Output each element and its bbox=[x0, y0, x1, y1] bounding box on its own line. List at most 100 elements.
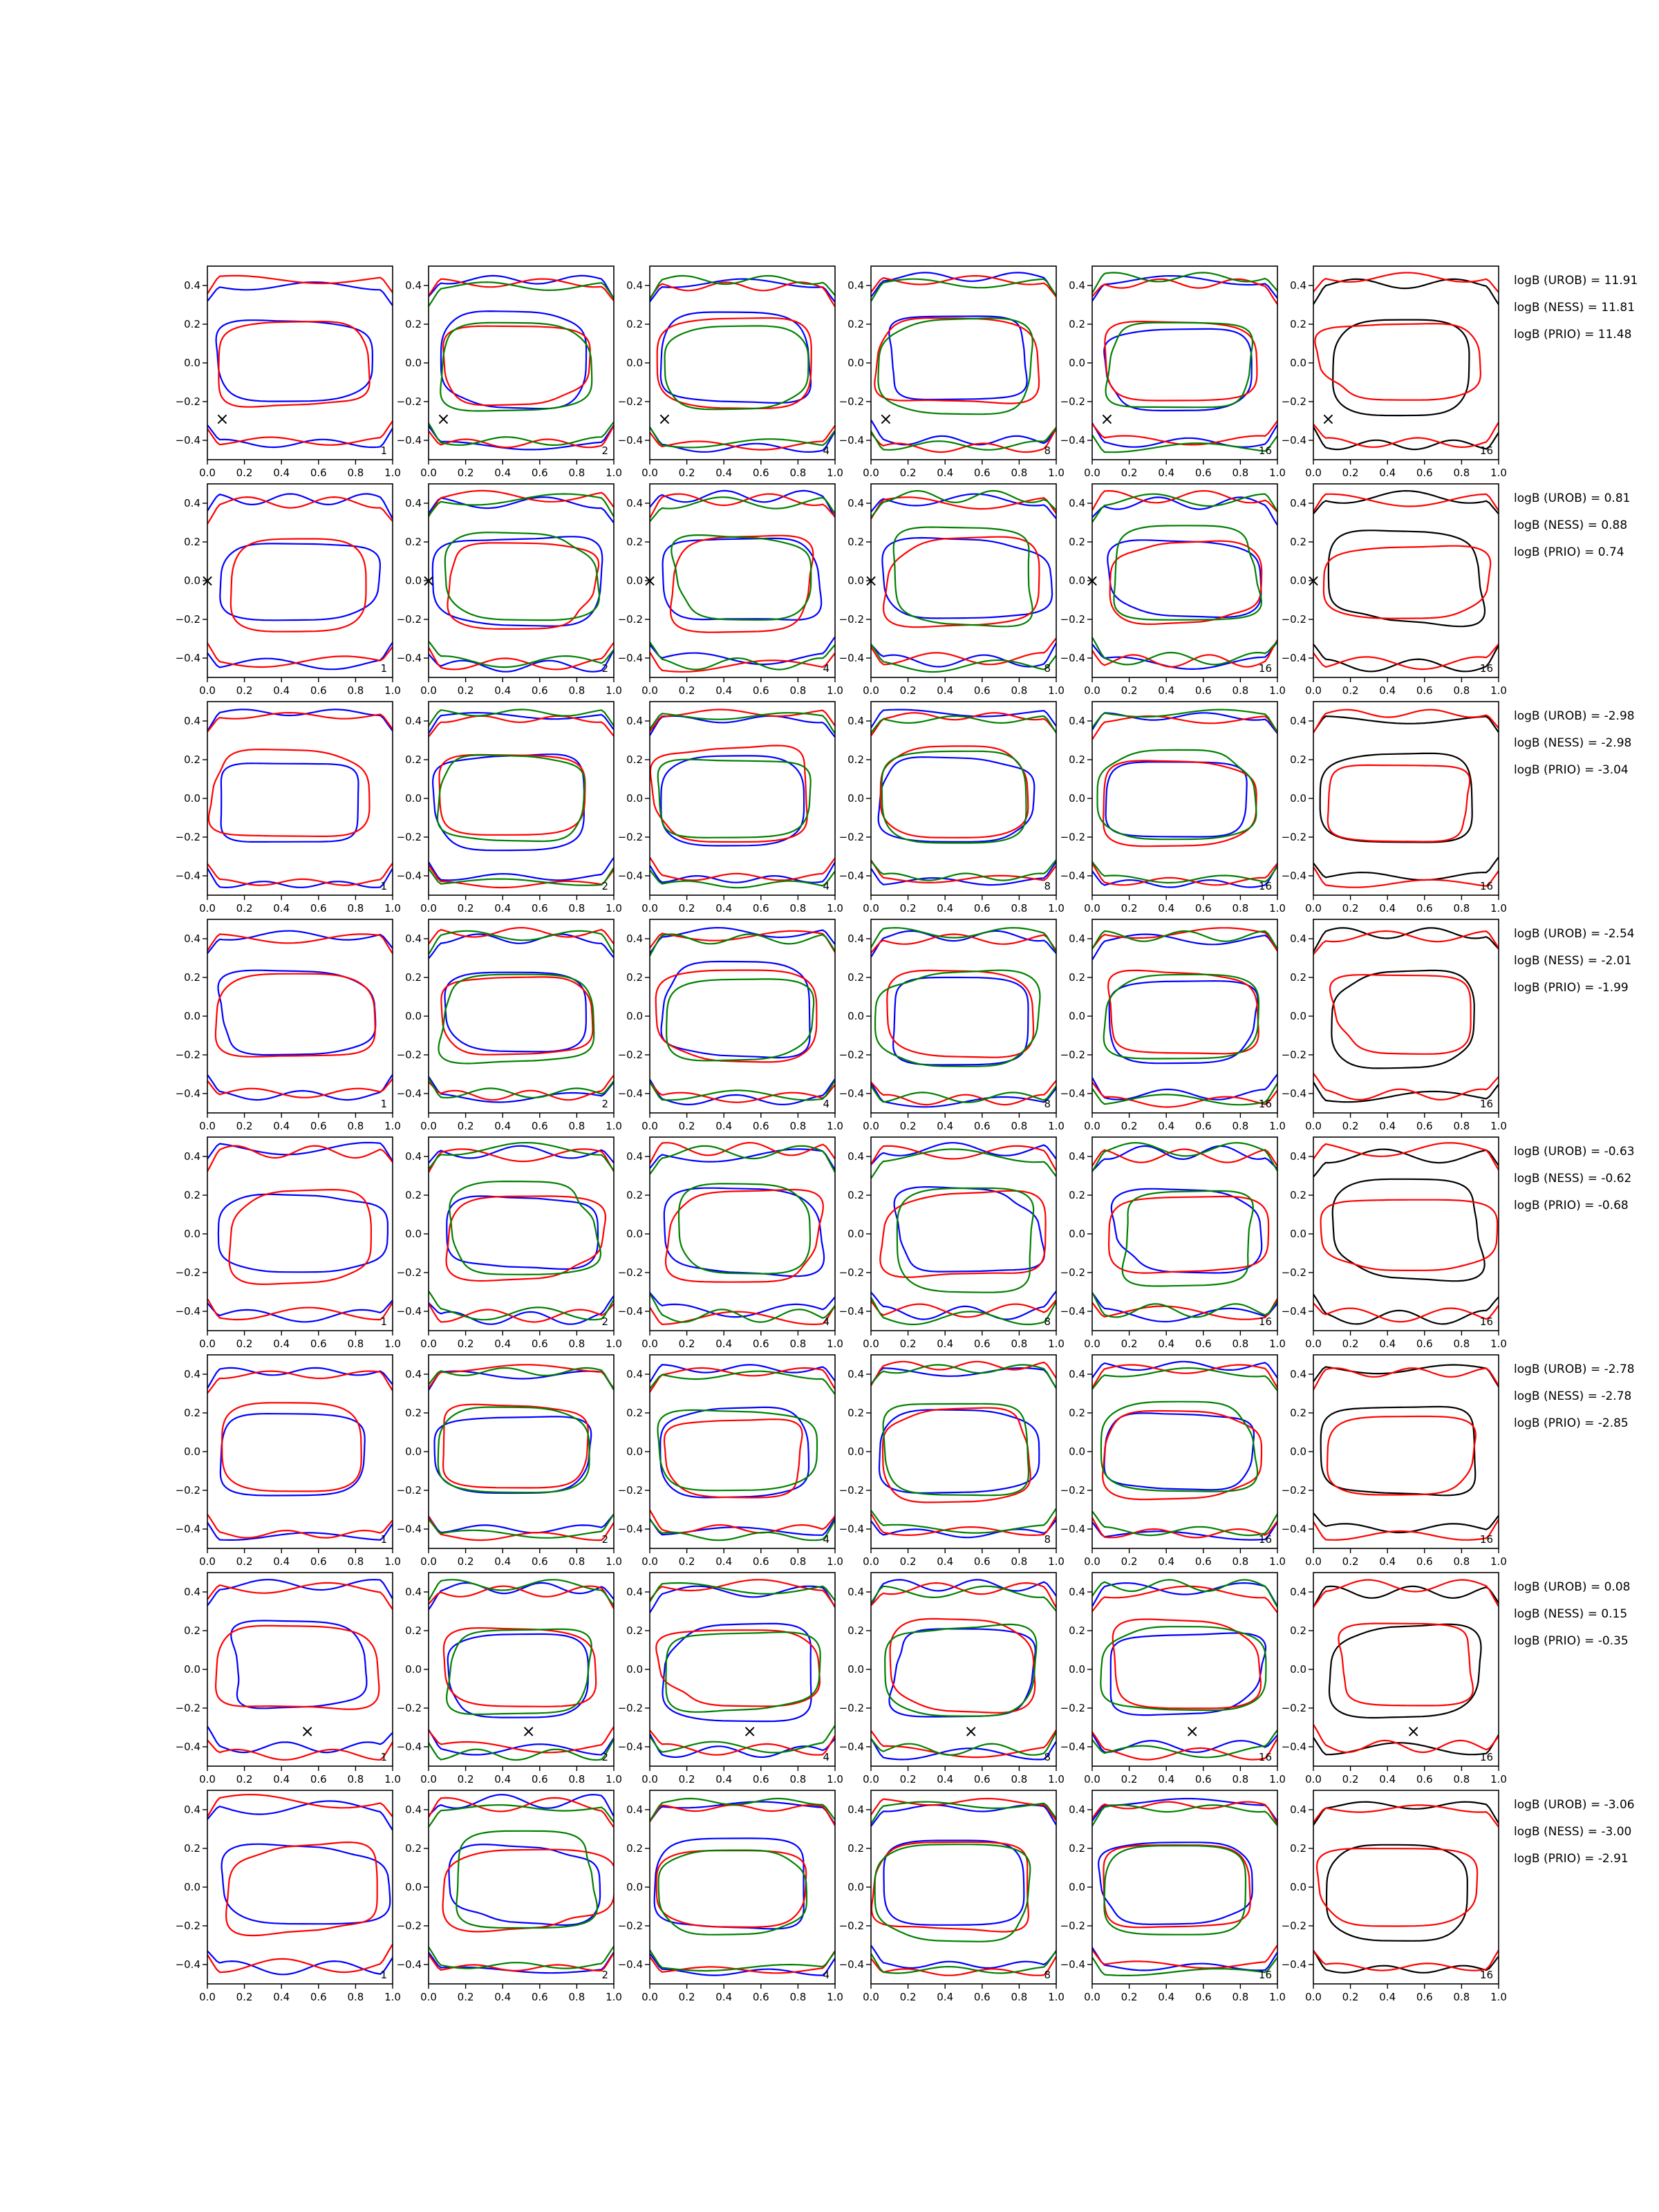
contour-inner-0 bbox=[1327, 529, 1486, 628]
contours bbox=[1313, 1142, 1499, 1325]
contour-inner-2 bbox=[657, 758, 812, 838]
y-tick-label: 0.2 bbox=[626, 1842, 643, 1855]
y-tick-label: 0.2 bbox=[1290, 1624, 1306, 1637]
contour-outer-bottom-0 bbox=[871, 1519, 1056, 1539]
contour-outer-bottom-0 bbox=[871, 1944, 1056, 1969]
x-tick-label: 0.8 bbox=[1011, 1555, 1027, 1568]
y-tick-label: 0.0 bbox=[1069, 1663, 1085, 1676]
contour-inner-2 bbox=[665, 978, 815, 1062]
contour-inner-1 bbox=[442, 325, 591, 406]
contours bbox=[429, 926, 614, 1103]
contour-inner-1 bbox=[447, 542, 600, 630]
x-tick-label: 0.6 bbox=[974, 467, 991, 479]
axes-frame bbox=[649, 701, 836, 896]
y-tick-label: 0.2 bbox=[1069, 1624, 1085, 1637]
y-tick-label: 0.0 bbox=[847, 574, 864, 587]
x-tick-label: 0.0 bbox=[641, 1991, 658, 2003]
x-tick-label: 0.2 bbox=[900, 1555, 917, 1568]
contour-outer-top-0 bbox=[429, 496, 614, 523]
y-tick-label: 0.2 bbox=[184, 971, 200, 984]
panel-corner-label: 8 bbox=[1044, 1969, 1051, 1981]
x-tick-label: 1.0 bbox=[827, 684, 843, 697]
x-tick-label: 0.0 bbox=[420, 1338, 437, 1350]
panel-r2-c3: 0.0 0.2 0.4 0.6 0.8 1.0 0.4 0.2 0.0 −0.2 −0.4 4 × bbox=[618, 483, 843, 697]
y-tick-label: 0.0 bbox=[405, 1881, 422, 1893]
x-tick-label: 0.0 bbox=[863, 1991, 879, 2003]
y-tick-label: −0.2 bbox=[618, 613, 643, 626]
marker-x: × bbox=[422, 571, 435, 590]
x-tick-label: 0.6 bbox=[532, 1338, 548, 1350]
x-tick-label: 0.8 bbox=[1232, 1555, 1248, 1568]
contour-outer-bottom-2 bbox=[650, 1293, 835, 1323]
y-tick-label: 0.2 bbox=[405, 1189, 422, 1201]
contour-outer-bottom-2 bbox=[429, 641, 614, 668]
contour-outer-bottom-2 bbox=[871, 859, 1056, 881]
x-tick-label: 0.0 bbox=[641, 1555, 658, 1568]
panel-corner-label: 4 bbox=[823, 1533, 830, 1546]
x-tick-label: 0.4 bbox=[715, 1555, 732, 1568]
y-tick-label: 0.4 bbox=[1069, 1368, 1085, 1380]
panel-corner-label: 1 bbox=[380, 1751, 387, 1763]
y-tick-label: −0.4 bbox=[839, 434, 864, 447]
panel-r2-c4: 0.0 0.2 0.4 0.6 0.8 1.0 0.4 0.2 0.0 −0.2 −0.4 8 × bbox=[839, 483, 1065, 697]
contour-outer-top-2 bbox=[1092, 272, 1277, 294]
x-tick-label: 0.6 bbox=[1195, 1120, 1212, 1132]
panel-r1-c4: 0.0 0.2 0.4 0.6 0.8 1.0 0.4 0.2 0.0 −0.2 −0.4 8 × bbox=[839, 265, 1065, 479]
contour-inner-0 bbox=[878, 1409, 1040, 1494]
y-tick-label: −0.4 bbox=[618, 1305, 643, 1318]
contour-outer-top-2 bbox=[429, 1142, 614, 1172]
x-tick-label: 0.6 bbox=[310, 1773, 327, 1785]
contour-outer-bottom-0 bbox=[650, 1292, 835, 1318]
x-tick-label: 0.8 bbox=[1011, 1991, 1027, 2003]
x-tick-label: 1.0 bbox=[384, 1991, 401, 2003]
x-tick-label: 0.6 bbox=[1416, 1338, 1433, 1350]
contour-outer-bottom-0 bbox=[1313, 1293, 1499, 1325]
contour-inner-2 bbox=[1113, 525, 1263, 621]
x-tick-label: 0.8 bbox=[1011, 1120, 1027, 1132]
x-tick-label: 0.6 bbox=[310, 684, 327, 697]
x-tick-label: 1.0 bbox=[606, 1773, 622, 1785]
marker-x: × bbox=[643, 571, 657, 590]
marker-x: × bbox=[1407, 1722, 1421, 1741]
contour-outer-top-2 bbox=[650, 274, 835, 300]
panel-r4-c1: 0.0 0.2 0.4 0.6 0.8 1.0 0.4 0.2 0.0 −0.2 −0.4 1 bbox=[176, 919, 401, 1132]
contour-inner-1 bbox=[218, 321, 371, 408]
panel-r4-c3: 0.0 0.2 0.4 0.6 0.8 1.0 0.4 0.2 0.0 −0.2 −0.4 4 bbox=[618, 919, 843, 1132]
contour-inner-0 bbox=[215, 319, 373, 402]
x-tick-label: 0.0 bbox=[420, 1773, 437, 1785]
x-tick-label: 0.2 bbox=[679, 1338, 695, 1350]
contour-outer-bottom-0 bbox=[207, 1725, 393, 1754]
y-tick-label: 0.2 bbox=[626, 1189, 643, 1201]
x-tick-label: 0.8 bbox=[1453, 1338, 1470, 1350]
x-tick-label: 0.2 bbox=[1121, 1773, 1138, 1785]
contour-outer-top-2 bbox=[429, 709, 614, 727]
contour-outer-top-1 bbox=[429, 926, 614, 945]
contour-inner-1 bbox=[886, 969, 1035, 1058]
contour-outer-bottom-2 bbox=[429, 1513, 614, 1539]
contour-inner-1 bbox=[440, 976, 594, 1056]
contour-inner-2 bbox=[438, 973, 595, 1065]
x-tick-label: 0.8 bbox=[1453, 1120, 1470, 1132]
contour-outer-top-1 bbox=[650, 281, 835, 308]
x-tick-label: 0.8 bbox=[789, 684, 806, 697]
x-tick-label: 0.2 bbox=[236, 1773, 253, 1785]
y-tick-label: 0.4 bbox=[626, 279, 643, 292]
x-tick-label: 0.2 bbox=[458, 1991, 474, 2003]
y-tick-label: 0.4 bbox=[1069, 279, 1085, 292]
x-tick-label: 0.0 bbox=[1305, 1773, 1322, 1785]
contour-outer-bottom-0 bbox=[207, 1950, 393, 1976]
contour-inner-0 bbox=[219, 1412, 366, 1497]
panel-corner-label: 16 bbox=[1259, 880, 1272, 892]
y-tick-label: −0.2 bbox=[1282, 1702, 1306, 1714]
contour-outer-bottom-1 bbox=[1092, 1081, 1277, 1108]
x-tick-label: 0.8 bbox=[347, 1773, 364, 1785]
panel-corner-label: 8 bbox=[1044, 1315, 1051, 1328]
panel-corner-label: 4 bbox=[823, 880, 830, 892]
y-tick-label: −0.4 bbox=[1282, 1087, 1306, 1100]
panel-corner-label: 1 bbox=[380, 1969, 387, 1981]
logb-urob: logB (UROB) = -2.98 bbox=[1514, 709, 1635, 723]
y-tick-label: 0.2 bbox=[1290, 318, 1306, 330]
contour-outer-top-0 bbox=[871, 930, 1056, 958]
contour-outer-top-2 bbox=[429, 281, 614, 307]
x-tick-label: 1.0 bbox=[606, 1338, 622, 1350]
